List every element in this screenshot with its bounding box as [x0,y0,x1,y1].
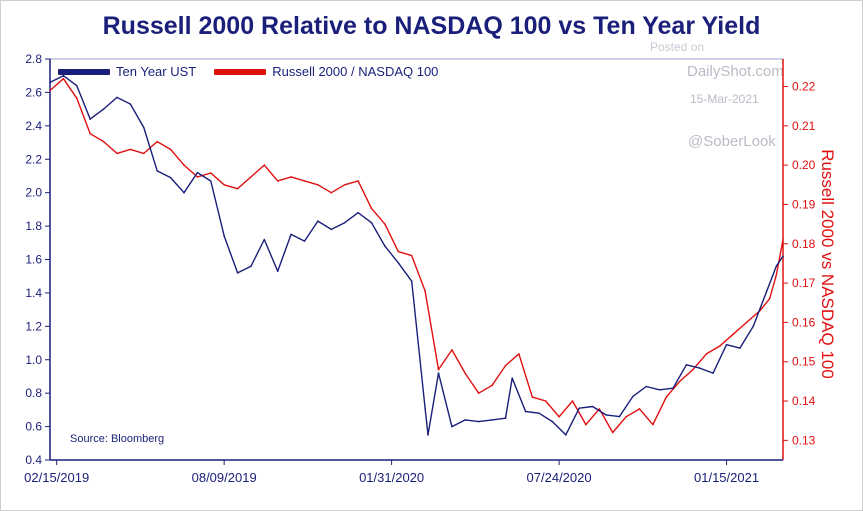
legend: Ten Year UST Russell 2000 / NASDAQ 100 [58,64,456,79]
watermark-posted: Posted on [650,40,705,54]
legend-swatch-ust [58,68,110,75]
legend-entry-ust: Ten Year UST [58,64,196,79]
legend-label-ratio: Russell 2000 / NASDAQ 100 [272,64,439,79]
legend-label-ust: Ten Year UST [116,64,197,79]
watermark-site: DailyShot.com [687,63,784,80]
chart-title: Russell 2000 Relative to NASDAQ 100 vs T… [102,12,761,40]
watermark-date: 15-Mar-2021 [690,92,759,106]
legend-entry-ratio: Russell 2000 / NASDAQ 100 [214,64,438,79]
watermark-handle: @SoberLook [688,133,776,150]
source-note: Source: Bloomberg [70,433,165,445]
legend-swatch-ratio [214,68,267,75]
